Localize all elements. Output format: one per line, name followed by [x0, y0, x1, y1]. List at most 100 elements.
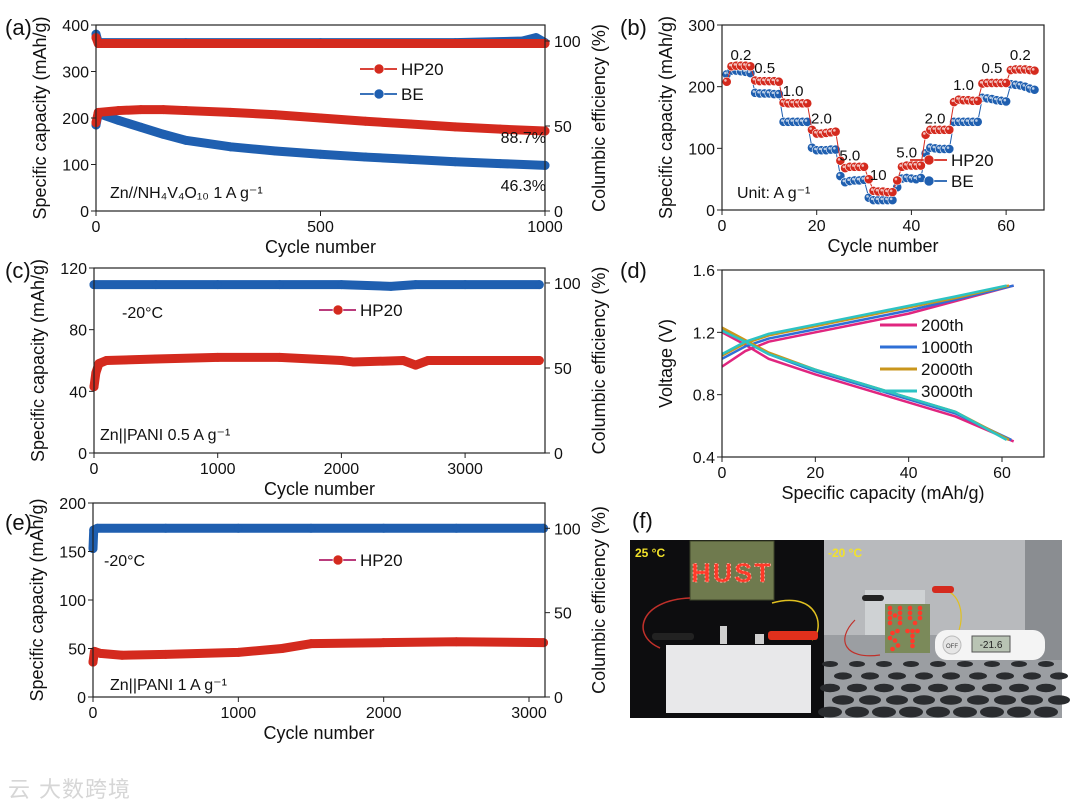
series-HP20-point-highlight — [837, 158, 841, 161]
series-BE-point-highlight — [1027, 85, 1030, 89]
series-HP20-point-highlight — [932, 127, 936, 130]
led — [890, 630, 895, 636]
shelf-hole — [955, 683, 975, 693]
rate-label: 0.2 — [1010, 47, 1031, 64]
series-HP20-point-highlight — [870, 188, 874, 191]
series-BE-point — [158, 129, 168, 139]
led — [892, 638, 898, 643]
series-BE-point-highlight — [923, 150, 926, 154]
series-BE-point — [972, 116, 983, 127]
series-HP20-point — [398, 356, 408, 365]
shelf-hole — [834, 672, 852, 680]
y-tick-label: 150 — [59, 545, 86, 562]
series-HP20-point-highlight — [861, 164, 865, 167]
temp-label-25c: 25 °C — [635, 546, 665, 560]
led — [892, 613, 898, 618]
series-HP20-point-highlight — [804, 100, 808, 104]
series-HP20-point-highlight — [904, 163, 907, 166]
annotation: Zn||PANI 0.5 A g⁻¹ — [100, 427, 230, 444]
legend-item-BE: BE — [910, 172, 974, 191]
led — [907, 605, 913, 611]
series-BE-point-highlight — [880, 197, 883, 201]
x-tick-label: 1000 — [200, 461, 236, 478]
series-HP20-point-highlight — [1022, 66, 1026, 70]
led-text-hust: HUST — [691, 558, 773, 588]
series-HP20-point — [451, 637, 461, 647]
series-HP20-point-highlight — [766, 78, 770, 82]
series-BE-point-highlight — [889, 197, 893, 201]
series-BE-point-highlight — [956, 119, 959, 122]
series-HP20-point — [94, 359, 104, 369]
series-HP20-point-highlight — [923, 132, 926, 135]
legend-item-BE: BE — [360, 85, 424, 104]
series-HP20-point — [892, 175, 903, 186]
series-HP20-point — [887, 187, 898, 198]
shelf-hole — [901, 683, 921, 693]
shelf-hole — [982, 683, 1002, 693]
series-HP20-point-highlight — [908, 163, 912, 166]
series-BE-point-highlight — [937, 146, 940, 149]
y-tick-label: 0 — [78, 446, 87, 463]
series-HP20-point-highlight — [818, 130, 822, 134]
shelf-hole — [874, 683, 894, 693]
series-BE-point-highlight — [946, 146, 950, 149]
series-HP20-point-highlight — [889, 189, 893, 193]
y2-tick-label: 50 — [554, 119, 572, 136]
series-BE-point-highlight — [771, 91, 775, 95]
series-HP20-point-highlight — [757, 78, 760, 82]
watermark: 云 大数跨境 — [8, 778, 131, 803]
series-BE-point-highlight — [908, 175, 912, 179]
series-BE-point-highlight — [752, 90, 756, 93]
shelf-hole — [861, 672, 879, 680]
series-HP20-point — [495, 124, 505, 134]
series-HP20 CE-point — [379, 523, 389, 533]
legend-label: BE — [401, 85, 424, 104]
series-HP20-point — [460, 356, 470, 365]
led — [907, 615, 913, 621]
chart-b: 0 20 40 60 0 100 200 300 Cycle number Specific ca… — [620, 15, 1045, 256]
legend-marker — [923, 175, 935, 187]
series-HP20-point — [379, 638, 389, 648]
series-BE-point-highlight — [814, 147, 817, 151]
legend-label: HP20 — [951, 151, 994, 170]
legend-label: HP20 — [360, 301, 403, 320]
series-HP20-point-highlight — [724, 79, 727, 82]
plot-area — [88, 523, 549, 667]
x-tick-label: 20 — [808, 218, 826, 235]
rate-label: 1.0 — [783, 83, 804, 100]
legend-item-HP20: HP20 — [910, 151, 994, 170]
x-tick-label: 3000 — [511, 705, 547, 722]
shelf-hole — [1050, 672, 1068, 680]
y-tick-label: 300 — [62, 65, 89, 82]
y-tick-label: 120 — [60, 261, 87, 278]
series-BE-point-highlight — [828, 146, 831, 150]
series-HP20-point-highlight — [828, 129, 831, 133]
series-BE-point — [136, 122, 146, 132]
x-tick-label: 0 — [718, 465, 727, 482]
led — [897, 615, 903, 621]
series-BE-point-highlight — [984, 95, 988, 99]
y-tick-label: 0 — [77, 690, 86, 707]
series-BE-point-highlight — [1031, 87, 1035, 90]
x-axis-label: Cycle number — [263, 723, 374, 743]
series-BE-point-highlight — [1022, 84, 1026, 87]
shelf-hole — [913, 695, 935, 705]
shelf-hole — [928, 683, 948, 693]
series-HP20-point-highlight — [823, 130, 827, 133]
plot-area — [721, 284, 1015, 443]
x-tick-label: 1000 — [221, 705, 257, 722]
shelf-hole — [1011, 661, 1027, 667]
shelf-hole — [1038, 661, 1054, 667]
series-HP20-point-highlight — [747, 63, 751, 67]
series-HP20-point — [349, 357, 359, 367]
series-HP20-point-highlight — [951, 99, 955, 103]
y-tick-label: 40 — [69, 384, 87, 401]
series-BE-point-highlight — [965, 119, 969, 122]
series-HP20-point-highlight — [918, 163, 921, 166]
shelf-hole — [980, 706, 1004, 718]
led — [897, 610, 903, 616]
x-tick-label: 40 — [900, 465, 918, 482]
y-tick-label: 200 — [59, 496, 86, 513]
annotation: -20°C — [104, 553, 145, 570]
series-BE-point-highlight — [885, 197, 888, 201]
